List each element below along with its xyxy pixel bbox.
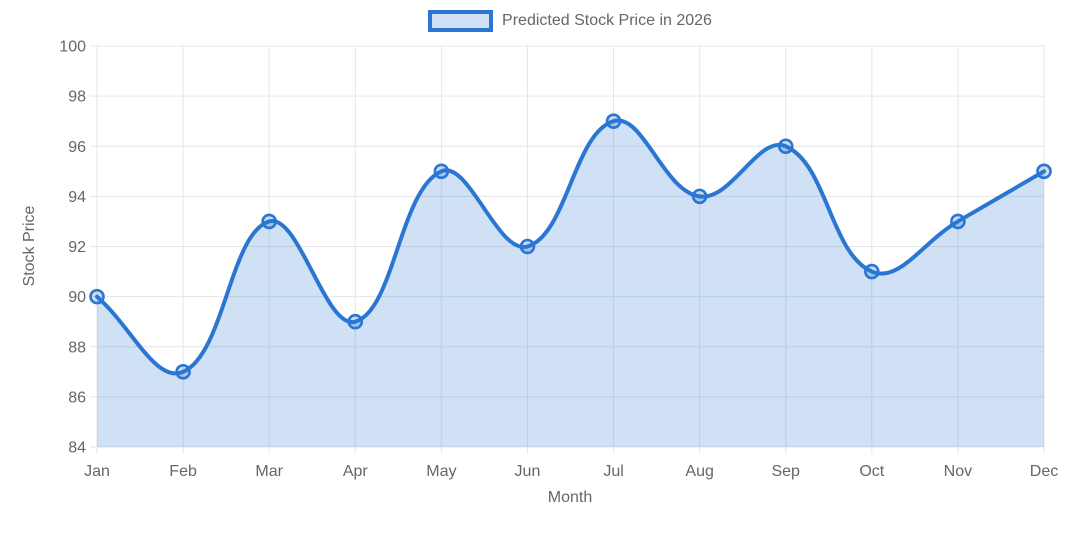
- y-tick-label: 96: [68, 139, 86, 156]
- data-point-aug[interactable]: [691, 188, 708, 205]
- y-tick-label: 90: [68, 289, 86, 306]
- line-series: [95, 118, 1046, 376]
- legend-label: Predicted Stock Price in 2026: [502, 12, 712, 29]
- x-tick-label: Feb: [169, 463, 197, 480]
- data-point-nov[interactable]: [950, 213, 966, 230]
- x-tick-label: Apr: [343, 463, 369, 480]
- x-tick-label: Sep: [771, 463, 800, 480]
- legend-swatch: [428, 10, 494, 32]
- x-tick-label: Jan: [84, 463, 110, 480]
- data-point-sep[interactable]: [777, 138, 794, 155]
- x-tick-label: Dec: [1030, 463, 1058, 480]
- data-point-oct[interactable]: [864, 263, 880, 280]
- data-point-jul[interactable]: [605, 113, 622, 129]
- x-tick-label: Mar: [255, 463, 283, 480]
- x-tick-label: Jul: [603, 463, 623, 480]
- x-tick-label: Aug: [685, 463, 713, 480]
- y-tick-label: 98: [68, 89, 86, 106]
- legend-item[interactable]: Predicted Stock Price in 2026: [96, 9, 1044, 33]
- y-tick-label: 88: [68, 339, 86, 356]
- data-point-mar[interactable]: [261, 213, 277, 230]
- data-point-may[interactable]: [433, 163, 450, 180]
- data-point-apr[interactable]: [347, 313, 364, 330]
- x-tick-label: Nov: [944, 463, 972, 480]
- y-tick-label: 92: [68, 239, 86, 256]
- data-point-feb[interactable]: [175, 364, 191, 380]
- y-tick-label: 86: [68, 389, 86, 406]
- y-axis-title: Stock Price: [21, 205, 38, 287]
- area-fill: [97, 120, 1044, 448]
- x-tick-label: Jun: [515, 463, 541, 480]
- data-point-dec[interactable]: [1036, 163, 1052, 180]
- y-tick-label: 100: [59, 39, 86, 56]
- x-tick-label: Oct: [859, 463, 884, 480]
- y-tick-label: 84: [68, 440, 86, 457]
- data-point-jun[interactable]: [519, 238, 536, 255]
- data-point-jan[interactable]: [89, 288, 105, 305]
- x-axis-title: Month: [547, 489, 593, 506]
- y-tick-label: 94: [68, 189, 86, 206]
- x-tick-label: May: [426, 463, 456, 480]
